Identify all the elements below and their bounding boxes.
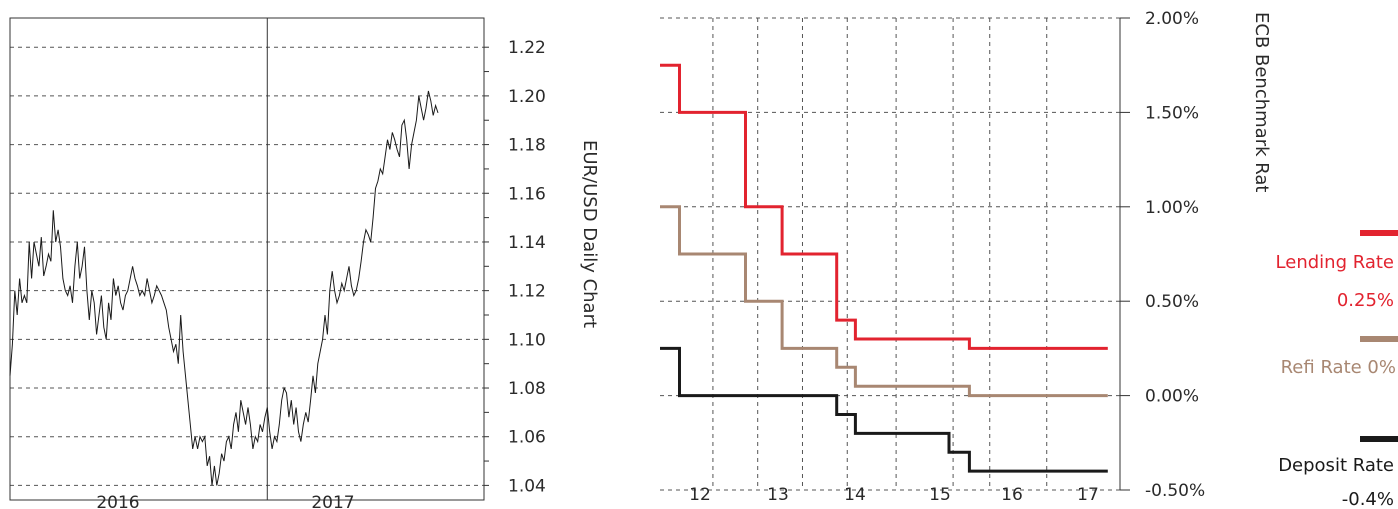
legend-item-refi: Refi Rate 0% [1281,336,1398,378]
ecb-y-ticks: -0.50% 0.00% 0.50% 1.00% 1.50% 2.00% [1120,9,1205,501]
ecb-x-tick-label: 13 [767,485,789,505]
eurusd-x-labels: 2016 2017 [96,493,354,509]
deposit-rate-line [660,346,1108,473]
ecb-y-axis-title: ECB Benchmark Rat [1251,12,1272,192]
eurusd-plot-frame [9,17,485,501]
deposit-swatch [1360,436,1398,442]
ecb-y-tick-label: 0.00% [1145,387,1199,407]
eurusd-y-tick-label: 1.22 [508,38,546,58]
eurusd-chart: 1.04 1.06 1.08 1.10 1.12 1.14 1.16 1.18 1.20 1.22… [9,17,600,509]
ecb-y-tick-label: 0.50% [1145,292,1199,312]
lending-legend-value: 0.25% [1337,290,1394,311]
deposit-legend-value: -0.4% [1342,489,1394,509]
ecb-x-ticks: 12 13 14 15 16 17 [689,485,1099,505]
legend-item-lending: Lending Rate 0.25% [1276,230,1398,311]
eurusd-y-tick-label: 1.16 [508,184,546,204]
eurusd-y-tick-label: 1.12 [508,282,546,302]
eurusd-series-layer [9,90,439,486]
ecb-x-tick-label: 14 [844,485,866,505]
ecb-x-tick-label: 17 [1077,485,1099,505]
eurusd-y-axis-title: EUR/USD Daily Chart [579,140,600,328]
legend-item-deposit: Deposit Rate -0.4% [1278,436,1398,509]
eurusd-gridlines [10,46,484,486]
refi-rate-line [660,205,1108,398]
eurusd-y-tick-label: 1.04 [508,476,546,496]
refi-legend-label: Refi Rate 0% [1281,357,1396,378]
eurusd-x-tick-label: 2017 [311,493,354,509]
ecb-y-tick-label: 1.50% [1145,103,1199,123]
refi-swatch [1360,336,1398,342]
ecb-y-tick-label: 1.00% [1145,198,1199,218]
ecb-y-tick-label: 2.00% [1145,9,1199,29]
eurusd-x-tick-label: 2016 [96,493,139,509]
ecb-x-tick-label: 15 [929,485,951,505]
lending-legend-label: Lending Rate [1276,252,1394,273]
ecb-y-tick-label: -0.50% [1145,481,1205,501]
ecb-x-tick-label: 12 [689,485,711,505]
eurusd-price-line [9,90,439,486]
lending-swatch [1360,230,1398,236]
eurusd-y-tick-label: 1.18 [508,136,546,156]
lending-rate-line [660,63,1108,350]
ecb-rates-chart: -0.50% 0.00% 0.50% 1.00% 1.50% 2.00% 12 13 14 15… [660,9,1272,505]
eurusd-y-tick-label: 1.10 [508,330,546,350]
deposit-legend-label: Deposit Rate [1278,455,1394,476]
eurusd-y-tick-label: 1.14 [508,233,546,253]
ecb-legend: Lending Rate 0.25% Refi Rate 0% Deposit … [1276,230,1398,509]
eurusd-y-tick-label: 1.20 [508,87,546,107]
eurusd-y-tick-label: 1.06 [508,428,546,448]
ecb-series-layer [660,63,1108,473]
ecb-x-tick-label: 16 [1001,485,1023,505]
eurusd-y-tick-label: 1.08 [508,379,546,399]
eurusd-y-ticks: 1.04 1.06 1.08 1.10 1.12 1.14 1.16 1.18 1.20 1.22 [484,38,546,496]
